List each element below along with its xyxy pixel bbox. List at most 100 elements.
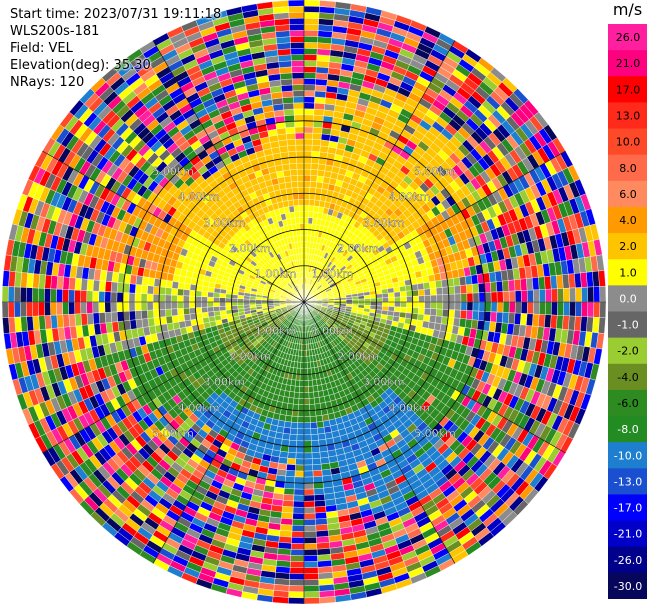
velocity-gate	[303, 144, 313, 152]
velocity-gate	[303, 579, 320, 587]
velocity-gate	[303, 567, 319, 574]
velocity-gate	[435, 315, 443, 324]
velocity-gate	[382, 301, 389, 307]
velocity-gate	[140, 301, 148, 311]
velocity-gate	[294, 470, 305, 478]
velocity-gate	[520, 301, 528, 314]
velocity-gate	[225, 297, 232, 303]
velocity-gate	[387, 292, 395, 298]
velocity-gate	[153, 309, 161, 318]
velocity-gate	[303, 156, 312, 164]
velocity-gate	[104, 311, 112, 324]
velocity-gate	[146, 309, 155, 319]
velocity-gate	[303, 374, 309, 381]
velocity-gate	[298, 404, 305, 411]
velocity-gate	[122, 301, 130, 312]
velocity-gate	[283, 421, 292, 429]
velocity-gate	[307, 379, 314, 387]
velocity-gate	[418, 301, 425, 309]
velocity-gate	[50, 301, 57, 316]
velocity-gate	[315, 181, 324, 189]
velocity-gate	[225, 305, 233, 311]
velocity-gate	[382, 297, 389, 303]
velocity-gate	[288, 445, 297, 453]
velocity-gate	[146, 293, 154, 303]
velocity-gate	[315, 415, 324, 423]
velocity-gate	[19, 286, 27, 303]
velocity-gate	[98, 291, 106, 303]
velocity-gate	[357, 295, 365, 300]
velocity-gate	[195, 301, 202, 308]
velocity-gate	[526, 289, 534, 303]
velocity-gate	[454, 301, 462, 311]
velocity-gate	[303, 344, 307, 351]
velocity-gate	[314, 512, 327, 520]
velocity-gate	[201, 296, 208, 303]
velocity-gate	[293, 500, 305, 508]
velocity-gate	[314, 403, 322, 411]
velocity-gate	[533, 289, 540, 303]
velocity-gate	[309, 181, 317, 189]
velocity-gate	[299, 374, 305, 381]
velocity-gate	[153, 286, 161, 295]
velocity-gate	[159, 286, 167, 295]
velocity-gate	[496, 291, 504, 303]
velocity-gate	[177, 281, 185, 290]
velocity-gate	[303, 597, 320, 605]
velocity-gate	[478, 292, 486, 303]
velocity-gate	[128, 292, 136, 303]
velocity-gate	[1, 301, 9, 318]
velocity-gate	[292, 512, 305, 520]
velocity-gate	[303, 500, 315, 508]
velocity-gate	[303, 60, 317, 67]
velocity-gate	[303, 66, 317, 73]
velocity-gate	[358, 298, 365, 303]
velocity-gate	[219, 301, 226, 307]
velocity-gate	[219, 310, 227, 316]
velocity-gate	[288, 579, 305, 587]
velocity-gate	[538, 314, 546, 328]
velocity-gate	[375, 289, 383, 295]
velocity-gate	[411, 289, 419, 297]
velocity-gate	[405, 284, 413, 292]
velocity-gate	[299, 386, 305, 393]
velocity-gate	[429, 281, 437, 289]
velocity-gate	[68, 277, 76, 291]
velocity-gate	[213, 306, 221, 312]
velocity-gate	[454, 293, 462, 303]
velocity-gate	[255, 301, 262, 305]
velocity-gate	[593, 286, 601, 303]
velocity-gate	[165, 308, 173, 317]
velocity-gate	[62, 289, 69, 303]
velocity-gate	[575, 301, 583, 317]
velocity-gate	[311, 157, 320, 165]
velocity-gate	[177, 288, 185, 296]
velocity-gate	[311, 451, 321, 460]
velocity-gate	[116, 292, 124, 303]
velocity-gate	[291, 409, 299, 417]
velocity-gate	[303, 512, 316, 520]
velocity-gate	[237, 304, 245, 310]
velocity-gate	[80, 278, 88, 291]
velocity-gate	[237, 298, 244, 303]
velocity-gate	[56, 288, 63, 303]
velocity-gate	[310, 175, 318, 183]
velocity-gate	[399, 291, 407, 298]
velocity-gate	[98, 301, 106, 313]
velocity-gate	[122, 310, 130, 322]
velocity-gate	[370, 301, 377, 306]
velocity-gate	[417, 313, 425, 322]
velocity-gate	[303, 446, 313, 454]
velocity-gate	[290, 555, 305, 562]
velocity-gate	[466, 310, 474, 320]
velocity-gate	[429, 287, 437, 296]
velocity-gate	[189, 295, 196, 303]
velocity-gate	[303, 573, 319, 581]
velocity-gate	[400, 301, 407, 308]
velocity-gate	[171, 287, 179, 296]
velocity-gate	[213, 310, 221, 317]
velocity-gate	[309, 409, 317, 417]
velocity-gate	[308, 391, 315, 399]
velocity-gate	[249, 304, 257, 308]
velocity-gate	[303, 549, 318, 556]
